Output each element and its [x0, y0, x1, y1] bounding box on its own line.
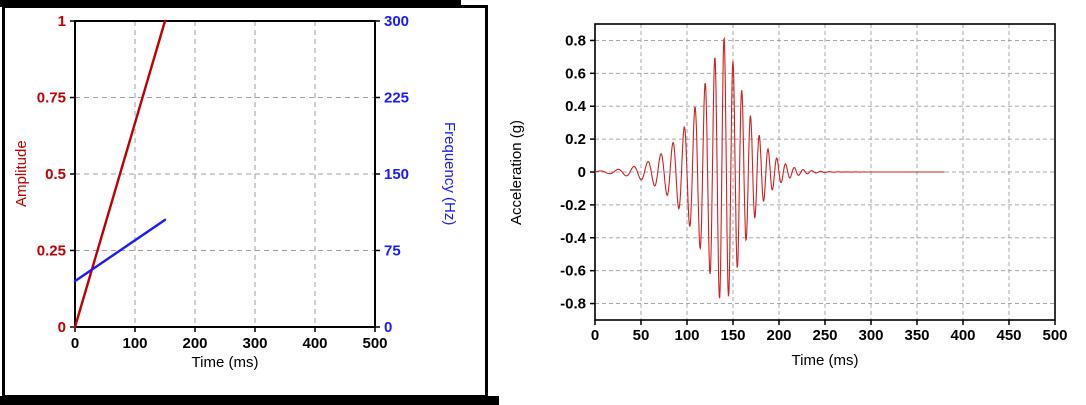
- tick-label: 0.8: [565, 32, 586, 49]
- tick-label: 0.5: [45, 166, 66, 183]
- tick-label: 500: [362, 335, 387, 352]
- tick-label: 0: [578, 164, 586, 181]
- tick-label: 0.2: [565, 131, 586, 148]
- tick-label: 0.6: [565, 65, 586, 82]
- plot-frame: [74, 20, 376, 328]
- decor-bottom-left-bar: [0, 396, 499, 405]
- frequency-sweep-line: [73, 218, 167, 283]
- tick-label: 150: [384, 166, 409, 183]
- tick-label: 400: [950, 327, 975, 344]
- acceleration-burst-line: [594, 36, 945, 299]
- acceleration-x-axis-label: Time (ms): [791, 352, 859, 369]
- tick-label: 1: [58, 13, 66, 30]
- tick-label: 300: [858, 327, 883, 344]
- tick-label: 100: [122, 335, 147, 352]
- tick-label: 250: [812, 327, 837, 344]
- tick-label: 0: [591, 327, 599, 344]
- tick-label: 0: [384, 319, 392, 336]
- tick-label: 50: [633, 327, 650, 344]
- input-sweep-panel: 0 100 200 300 400 500 0 0.25 0.5 0.75 1 0 75 150 225 30…: [2, 5, 488, 398]
- acceleration-y-axis-label: Acceleration (g): [508, 119, 525, 225]
- amplitude-ramp-line: [73, 19, 167, 329]
- tick-label: 75: [384, 243, 401, 260]
- tick-label: -0.4: [560, 230, 587, 247]
- amplitude-axis-label: Amplitude: [13, 140, 30, 208]
- tick-label: 225: [384, 90, 409, 107]
- tick-label: -0.2: [560, 197, 586, 214]
- acceleration-panel: 0 50 100 150 200 250 300 350 400 450 500 -0.8 -0.6 -0…: [500, 0, 1086, 405]
- tick-label: 200: [182, 335, 207, 352]
- tick-label: 350: [904, 327, 929, 344]
- acceleration-chart: 0 50 100 150 200 250 300 350 400 450 500 -0.8 -0.6 -0…: [560, 23, 1068, 344]
- tick-label: 450: [996, 327, 1021, 344]
- tick-label: 500: [1042, 327, 1067, 344]
- tick-label: 0: [58, 319, 66, 336]
- tick-label: 200: [766, 327, 791, 344]
- decor-top-bar: [0, 0, 461, 7]
- tick-label: 0.25: [37, 243, 66, 260]
- frequency-axis-label: Frequency (Hz): [441, 122, 458, 226]
- tick-label: 0.75: [37, 90, 66, 107]
- tick-label: 0: [71, 335, 79, 352]
- tick-label: 0.4: [565, 98, 587, 115]
- tick-label: 300: [384, 13, 409, 30]
- tick-label: 400: [302, 335, 327, 352]
- tick-label: 100: [674, 327, 699, 344]
- tick-label: -0.6: [560, 263, 586, 280]
- tick-label: -0.8: [560, 296, 586, 313]
- tick-label: 150: [720, 327, 745, 344]
- sweep-x-axis-label: Time (ms): [191, 354, 259, 371]
- tick-label: 300: [242, 335, 267, 352]
- input-sweep-chart: 0 100 200 300 400 50000.250.50.75107515022530…: [37, 13, 409, 352]
